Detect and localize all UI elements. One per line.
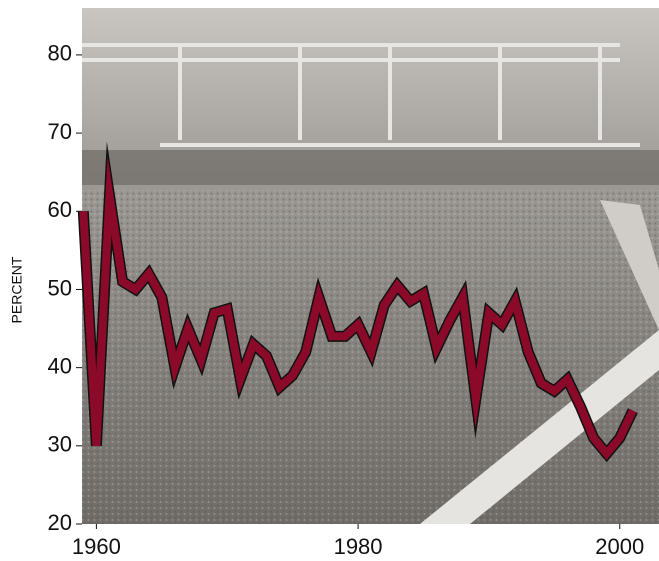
y-tick-label: 20 [48,510,72,535]
y-axis-label: PERCENT [9,256,25,323]
chart: PERCENT 20 30 40 50 60 70 80 1960 1980 2000 [0,0,659,561]
y-tick-label: 80 [48,41,72,66]
x-tick-label: 1960 [72,534,121,559]
y-tick-label: 60 [48,197,72,222]
x-tick-label: 1980 [334,534,383,559]
photo-background [82,8,659,524]
y-tick-label: 40 [48,353,72,378]
x-tick-label: 2000 [595,534,644,559]
y-tick-label: 50 [48,275,72,300]
y-tick-label: 30 [48,432,72,457]
y-tick-label: 70 [48,119,72,144]
